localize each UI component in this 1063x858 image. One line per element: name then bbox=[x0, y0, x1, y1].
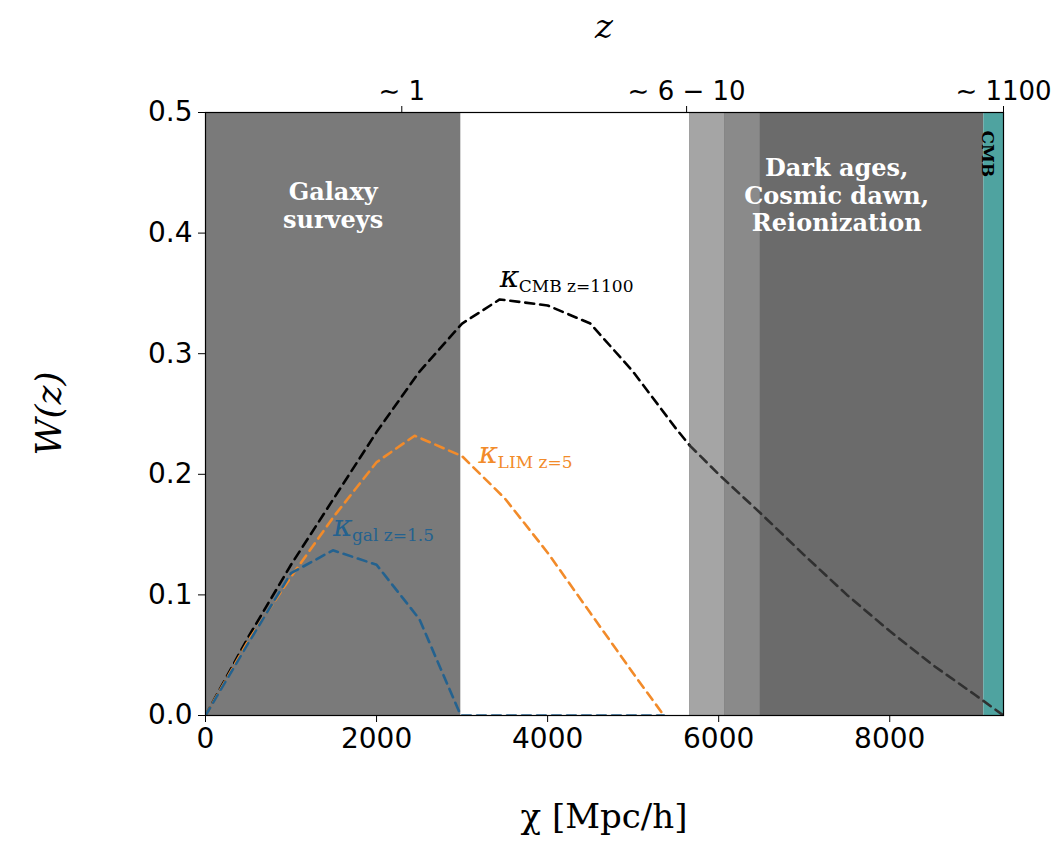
svg-text:0.1: 0.1 bbox=[148, 578, 193, 611]
svg-text:0.3: 0.3 bbox=[148, 337, 193, 370]
svg-text:κ: κ bbox=[499, 259, 520, 294]
svg-text:∼ 6 − 10: ∼ 6 − 10 bbox=[628, 76, 746, 106]
svg-text:Dark ages,Cosmic dawn,Reioniza: Dark ages,Cosmic dawn,Reionization bbox=[744, 153, 929, 237]
svg-text:LIM z=5: LIM z=5 bbox=[498, 452, 573, 472]
svg-text:0.2: 0.2 bbox=[148, 457, 193, 490]
svg-text:κ: κ bbox=[478, 435, 499, 470]
svg-text:gal z=1.5: gal z=1.5 bbox=[352, 525, 434, 545]
svg-text:W(z): W(z) bbox=[28, 371, 69, 455]
svg-text:6000: 6000 bbox=[683, 722, 754, 755]
svg-text:0.0: 0.0 bbox=[148, 698, 193, 731]
svg-text:8000: 8000 bbox=[854, 722, 925, 755]
svg-text:CMB z=1100: CMB z=1100 bbox=[519, 276, 634, 296]
svg-text:0: 0 bbox=[197, 722, 215, 755]
svg-text:χ [Mpc/h]: χ [Mpc/h] bbox=[521, 796, 688, 836]
svg-text:Galaxysurveys: Galaxysurveys bbox=[283, 177, 383, 234]
svg-text:∼ 1: ∼ 1 bbox=[378, 76, 425, 106]
svg-text:0.4: 0.4 bbox=[148, 216, 193, 249]
svg-text:κ: κ bbox=[332, 508, 353, 543]
svg-text:CMB: CMB bbox=[978, 131, 998, 178]
svg-text:z: z bbox=[594, 6, 614, 46]
svg-text:∼ 1100: ∼ 1100 bbox=[955, 76, 1051, 106]
svg-text:2000: 2000 bbox=[341, 722, 412, 755]
svg-text:4000: 4000 bbox=[512, 722, 583, 755]
svg-text:0.5: 0.5 bbox=[148, 95, 193, 128]
